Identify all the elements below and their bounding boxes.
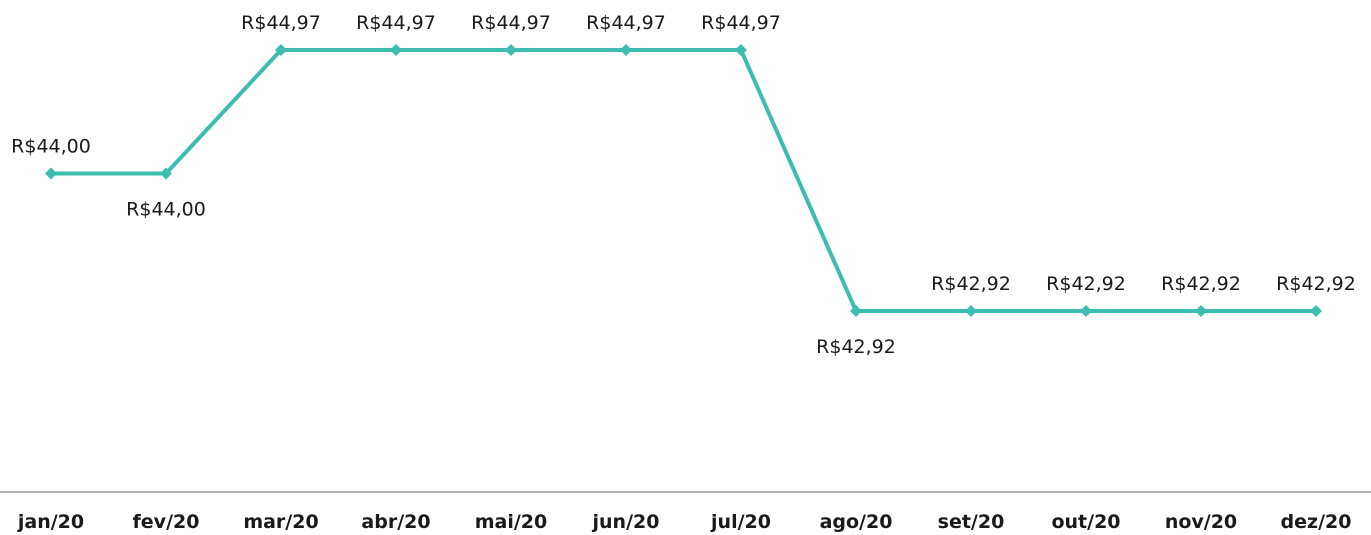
x-tick-label: abr/20 bbox=[361, 511, 430, 533]
data-point-marker bbox=[1310, 305, 1322, 317]
data-label: R$42,92 bbox=[816, 336, 896, 358]
x-tick-label: jan/20 bbox=[17, 511, 84, 533]
data-point-marker bbox=[850, 305, 862, 317]
data-point-marker bbox=[45, 167, 57, 180]
x-tick-label: mai/20 bbox=[475, 511, 548, 533]
data-point-marker bbox=[1080, 305, 1092, 317]
data-label: R$44,97 bbox=[471, 12, 551, 34]
x-tick-label: set/20 bbox=[938, 511, 1005, 533]
series-line bbox=[51, 48, 1316, 313]
data-label: R$42,92 bbox=[1046, 273, 1126, 295]
data-label: R$42,92 bbox=[931, 273, 1011, 295]
x-tick-label: dez/20 bbox=[1281, 511, 1352, 533]
data-point-marker bbox=[160, 167, 172, 180]
data-label: R$44,97 bbox=[356, 12, 436, 34]
data-point-marker bbox=[505, 44, 517, 56]
x-tick-label: ago/20 bbox=[820, 511, 893, 533]
x-tick-label: mar/20 bbox=[243, 511, 318, 533]
x-tick-label: jun/20 bbox=[592, 511, 660, 533]
data-point-marker bbox=[620, 44, 632, 56]
data-label: R$42,92 bbox=[1161, 273, 1241, 295]
x-tick-label: fev/20 bbox=[133, 511, 200, 533]
data-point-marker bbox=[735, 44, 747, 56]
x-tick-label: out/20 bbox=[1051, 511, 1120, 533]
data-label: R$44,97 bbox=[586, 12, 666, 34]
data-label: R$44,00 bbox=[126, 198, 206, 220]
series-layer bbox=[45, 44, 1322, 317]
data-label: R$44,00 bbox=[11, 135, 91, 157]
data-point-marker bbox=[965, 305, 977, 317]
data-point-marker bbox=[275, 44, 287, 56]
x-tick-label: jul/20 bbox=[710, 511, 771, 533]
data-label: R$44,97 bbox=[241, 12, 321, 34]
data-label: R$42,92 bbox=[1276, 273, 1356, 295]
data-label-layer: R$44,00 R$44,00 R$44,97 R$44,97 R$44,97 R$44,… bbox=[11, 12, 1356, 358]
x-tick-label: nov/20 bbox=[1165, 511, 1237, 533]
data-label: R$44,97 bbox=[701, 12, 781, 34]
data-point-marker bbox=[390, 44, 402, 56]
data-point-marker bbox=[1195, 305, 1207, 317]
x-tick-label-layer: jan/20 fev/20 mar/20 abr/20 mai/20 jun/20 jul/… bbox=[17, 511, 1352, 533]
